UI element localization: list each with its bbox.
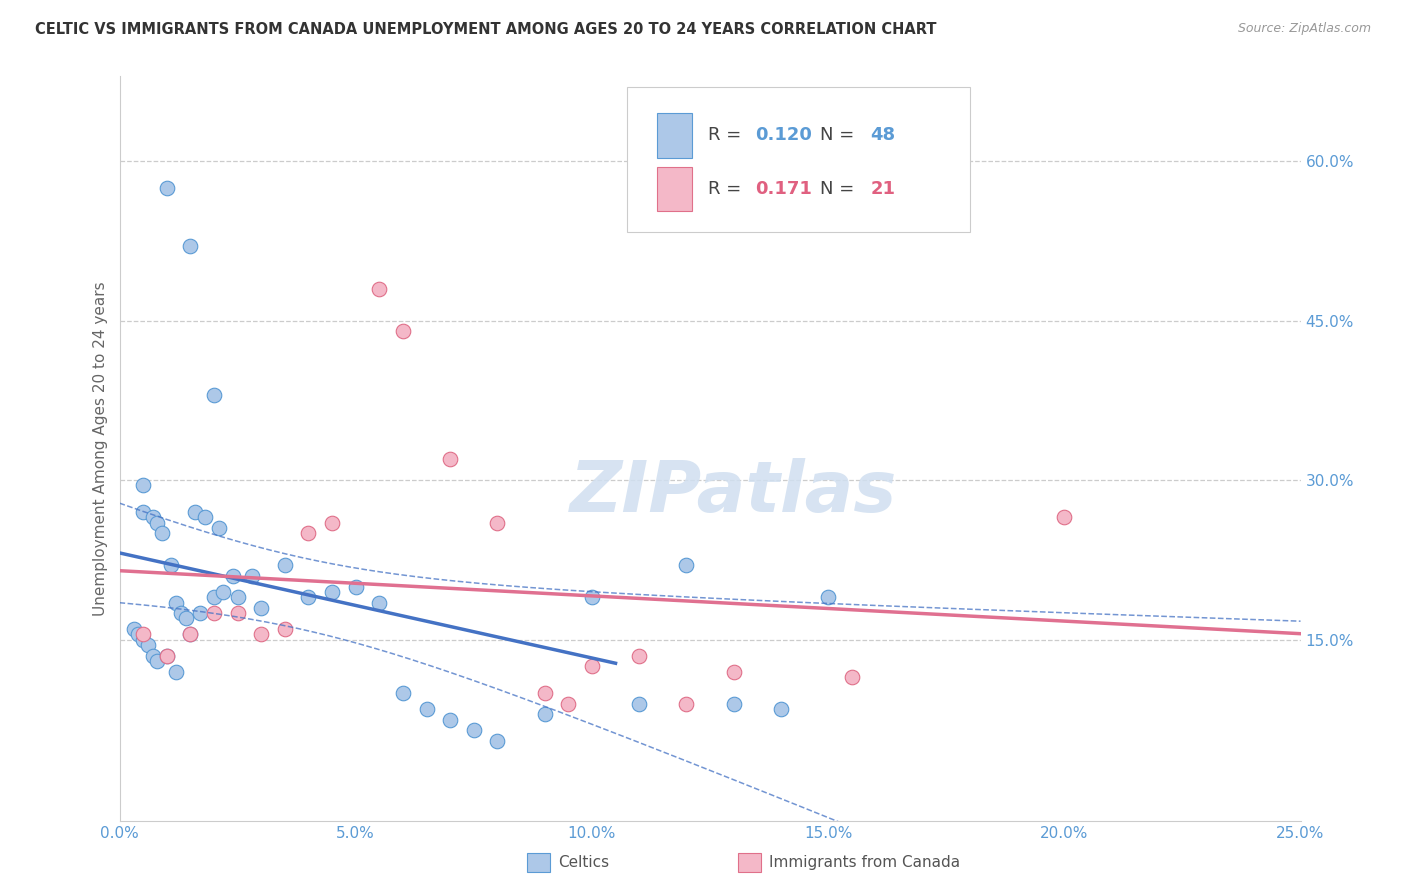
Point — [222, 569, 245, 583]
Point — [581, 591, 603, 605]
Point — [344, 580, 367, 594]
Text: Source: ZipAtlas.com: Source: ZipAtlas.com — [1237, 22, 1371, 36]
Text: 48: 48 — [870, 127, 896, 145]
Point — [132, 632, 155, 647]
Point — [202, 606, 225, 620]
Point — [274, 622, 297, 636]
Point — [179, 627, 201, 641]
Point — [212, 585, 235, 599]
Point — [150, 526, 173, 541]
Point — [415, 702, 437, 716]
Point — [240, 569, 263, 583]
Point — [675, 558, 697, 573]
Point — [1053, 510, 1076, 524]
Point — [127, 627, 149, 641]
Point — [321, 585, 343, 599]
Point — [193, 510, 215, 524]
Point — [174, 611, 197, 625]
Text: CELTIC VS IMMIGRANTS FROM CANADA UNEMPLOYMENT AMONG AGES 20 TO 24 YEARS CORRELAT: CELTIC VS IMMIGRANTS FROM CANADA UNEMPLO… — [35, 22, 936, 37]
Point — [132, 505, 155, 519]
Text: R =: R = — [707, 127, 747, 145]
Point — [146, 654, 169, 668]
Point — [250, 600, 273, 615]
Text: 0.171: 0.171 — [755, 180, 811, 198]
Point — [179, 627, 201, 641]
Text: ZIPatlas: ZIPatlas — [569, 458, 897, 527]
Point — [628, 648, 651, 663]
Point — [142, 648, 165, 663]
FancyBboxPatch shape — [627, 87, 970, 232]
Point — [533, 707, 555, 722]
Point — [208, 521, 231, 535]
Point — [533, 686, 555, 700]
Text: 0.120: 0.120 — [755, 127, 811, 145]
Point — [486, 516, 509, 530]
Point — [463, 723, 485, 738]
Point — [184, 505, 207, 519]
Point — [250, 627, 273, 641]
Point — [628, 697, 651, 711]
Point — [486, 734, 509, 748]
Point — [274, 558, 297, 573]
Text: N =: N = — [820, 180, 860, 198]
Text: R =: R = — [707, 180, 747, 198]
Point — [179, 239, 201, 253]
Point — [297, 591, 319, 605]
Point — [165, 595, 187, 609]
Y-axis label: Unemployment Among Ages 20 to 24 years: Unemployment Among Ages 20 to 24 years — [93, 281, 108, 615]
Point — [321, 516, 343, 530]
Point — [439, 451, 461, 466]
Text: 21: 21 — [870, 180, 896, 198]
Point — [392, 686, 415, 700]
Point — [226, 591, 249, 605]
Point — [156, 648, 179, 663]
Point — [392, 324, 415, 338]
Point — [817, 591, 839, 605]
Text: N =: N = — [820, 127, 860, 145]
Point — [142, 510, 165, 524]
Point — [160, 558, 183, 573]
Point — [122, 622, 145, 636]
Point — [675, 697, 697, 711]
Point — [769, 702, 792, 716]
Point — [165, 665, 187, 679]
Point — [170, 606, 193, 620]
Point — [841, 670, 863, 684]
Point — [297, 526, 319, 541]
Point — [226, 606, 249, 620]
Point — [439, 713, 461, 727]
Text: Immigrants from Canada: Immigrants from Canada — [769, 855, 960, 870]
Point — [723, 697, 745, 711]
Point — [368, 282, 391, 296]
Point — [368, 595, 391, 609]
Point — [202, 591, 225, 605]
Point — [188, 606, 211, 620]
Point — [557, 697, 579, 711]
Point — [723, 665, 745, 679]
Point — [146, 516, 169, 530]
Point — [132, 478, 155, 492]
Point — [132, 627, 155, 641]
Point — [202, 388, 225, 402]
Point — [156, 180, 179, 194]
Text: Celtics: Celtics — [558, 855, 609, 870]
Point — [136, 638, 159, 652]
FancyBboxPatch shape — [657, 167, 692, 211]
Point — [156, 648, 179, 663]
Point — [581, 659, 603, 673]
FancyBboxPatch shape — [657, 113, 692, 158]
